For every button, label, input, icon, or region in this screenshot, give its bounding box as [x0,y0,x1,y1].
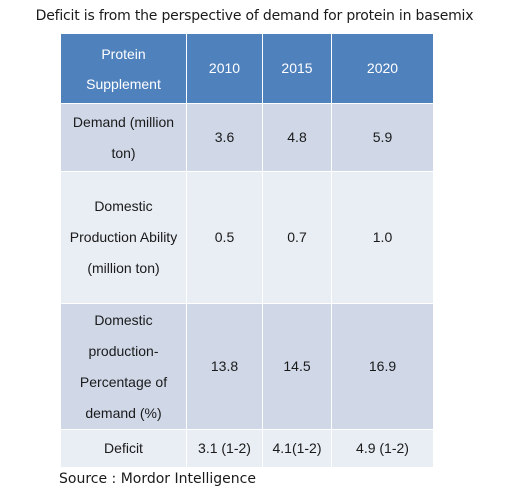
header-year-2020: 2020 [331,33,434,104]
table-cell: 16.9 [331,303,434,430]
table-row-demand: Demand (million ton) 3.6 4.8 5.9 [60,103,434,172]
header-year-2010: 2010 [186,33,263,104]
row-label: Deficit [60,429,187,468]
table-cell: 13.8 [186,303,263,430]
header-year-2015: 2015 [262,33,332,104]
table-row-production-ability: Domestic Production Ability (million ton… [60,171,434,304]
source-note: Source : Mordor Intelligence [59,471,256,487]
row-label: Domestic Production Ability (million ton… [60,171,187,304]
table-caption: Deficit is from the perspective of deman… [35,8,474,24]
protein-supplement-table: Protein Supplement 2010 2015 2020 Demand… [60,33,434,468]
table-cell: 5.9 [331,103,434,172]
table-cell: 0.7 [262,171,332,304]
table-cell: 3.6 [186,103,263,172]
table-cell: 4.1(1-2) [262,429,332,468]
table-header-row: Protein Supplement 2010 2015 2020 [60,33,434,104]
table-row-production-percentage: Domestic production- Percentage of deman… [60,303,434,430]
header-category: Protein Supplement [60,33,187,104]
table-cell: 4.8 [262,103,332,172]
row-label: Domestic production- Percentage of deman… [60,303,187,430]
table-cell: 14.5 [262,303,332,430]
table-row-deficit: Deficit 3.1 (1-2) 4.1(1-2) 4.9 (1-2) [60,429,434,468]
table-cell: 3.1 (1-2) [186,429,263,468]
row-label: Demand (million ton) [60,103,187,172]
table-cell: 1.0 [331,171,434,304]
table-cell: 4.9 (1-2) [331,429,434,468]
table-cell: 0.5 [186,171,263,304]
